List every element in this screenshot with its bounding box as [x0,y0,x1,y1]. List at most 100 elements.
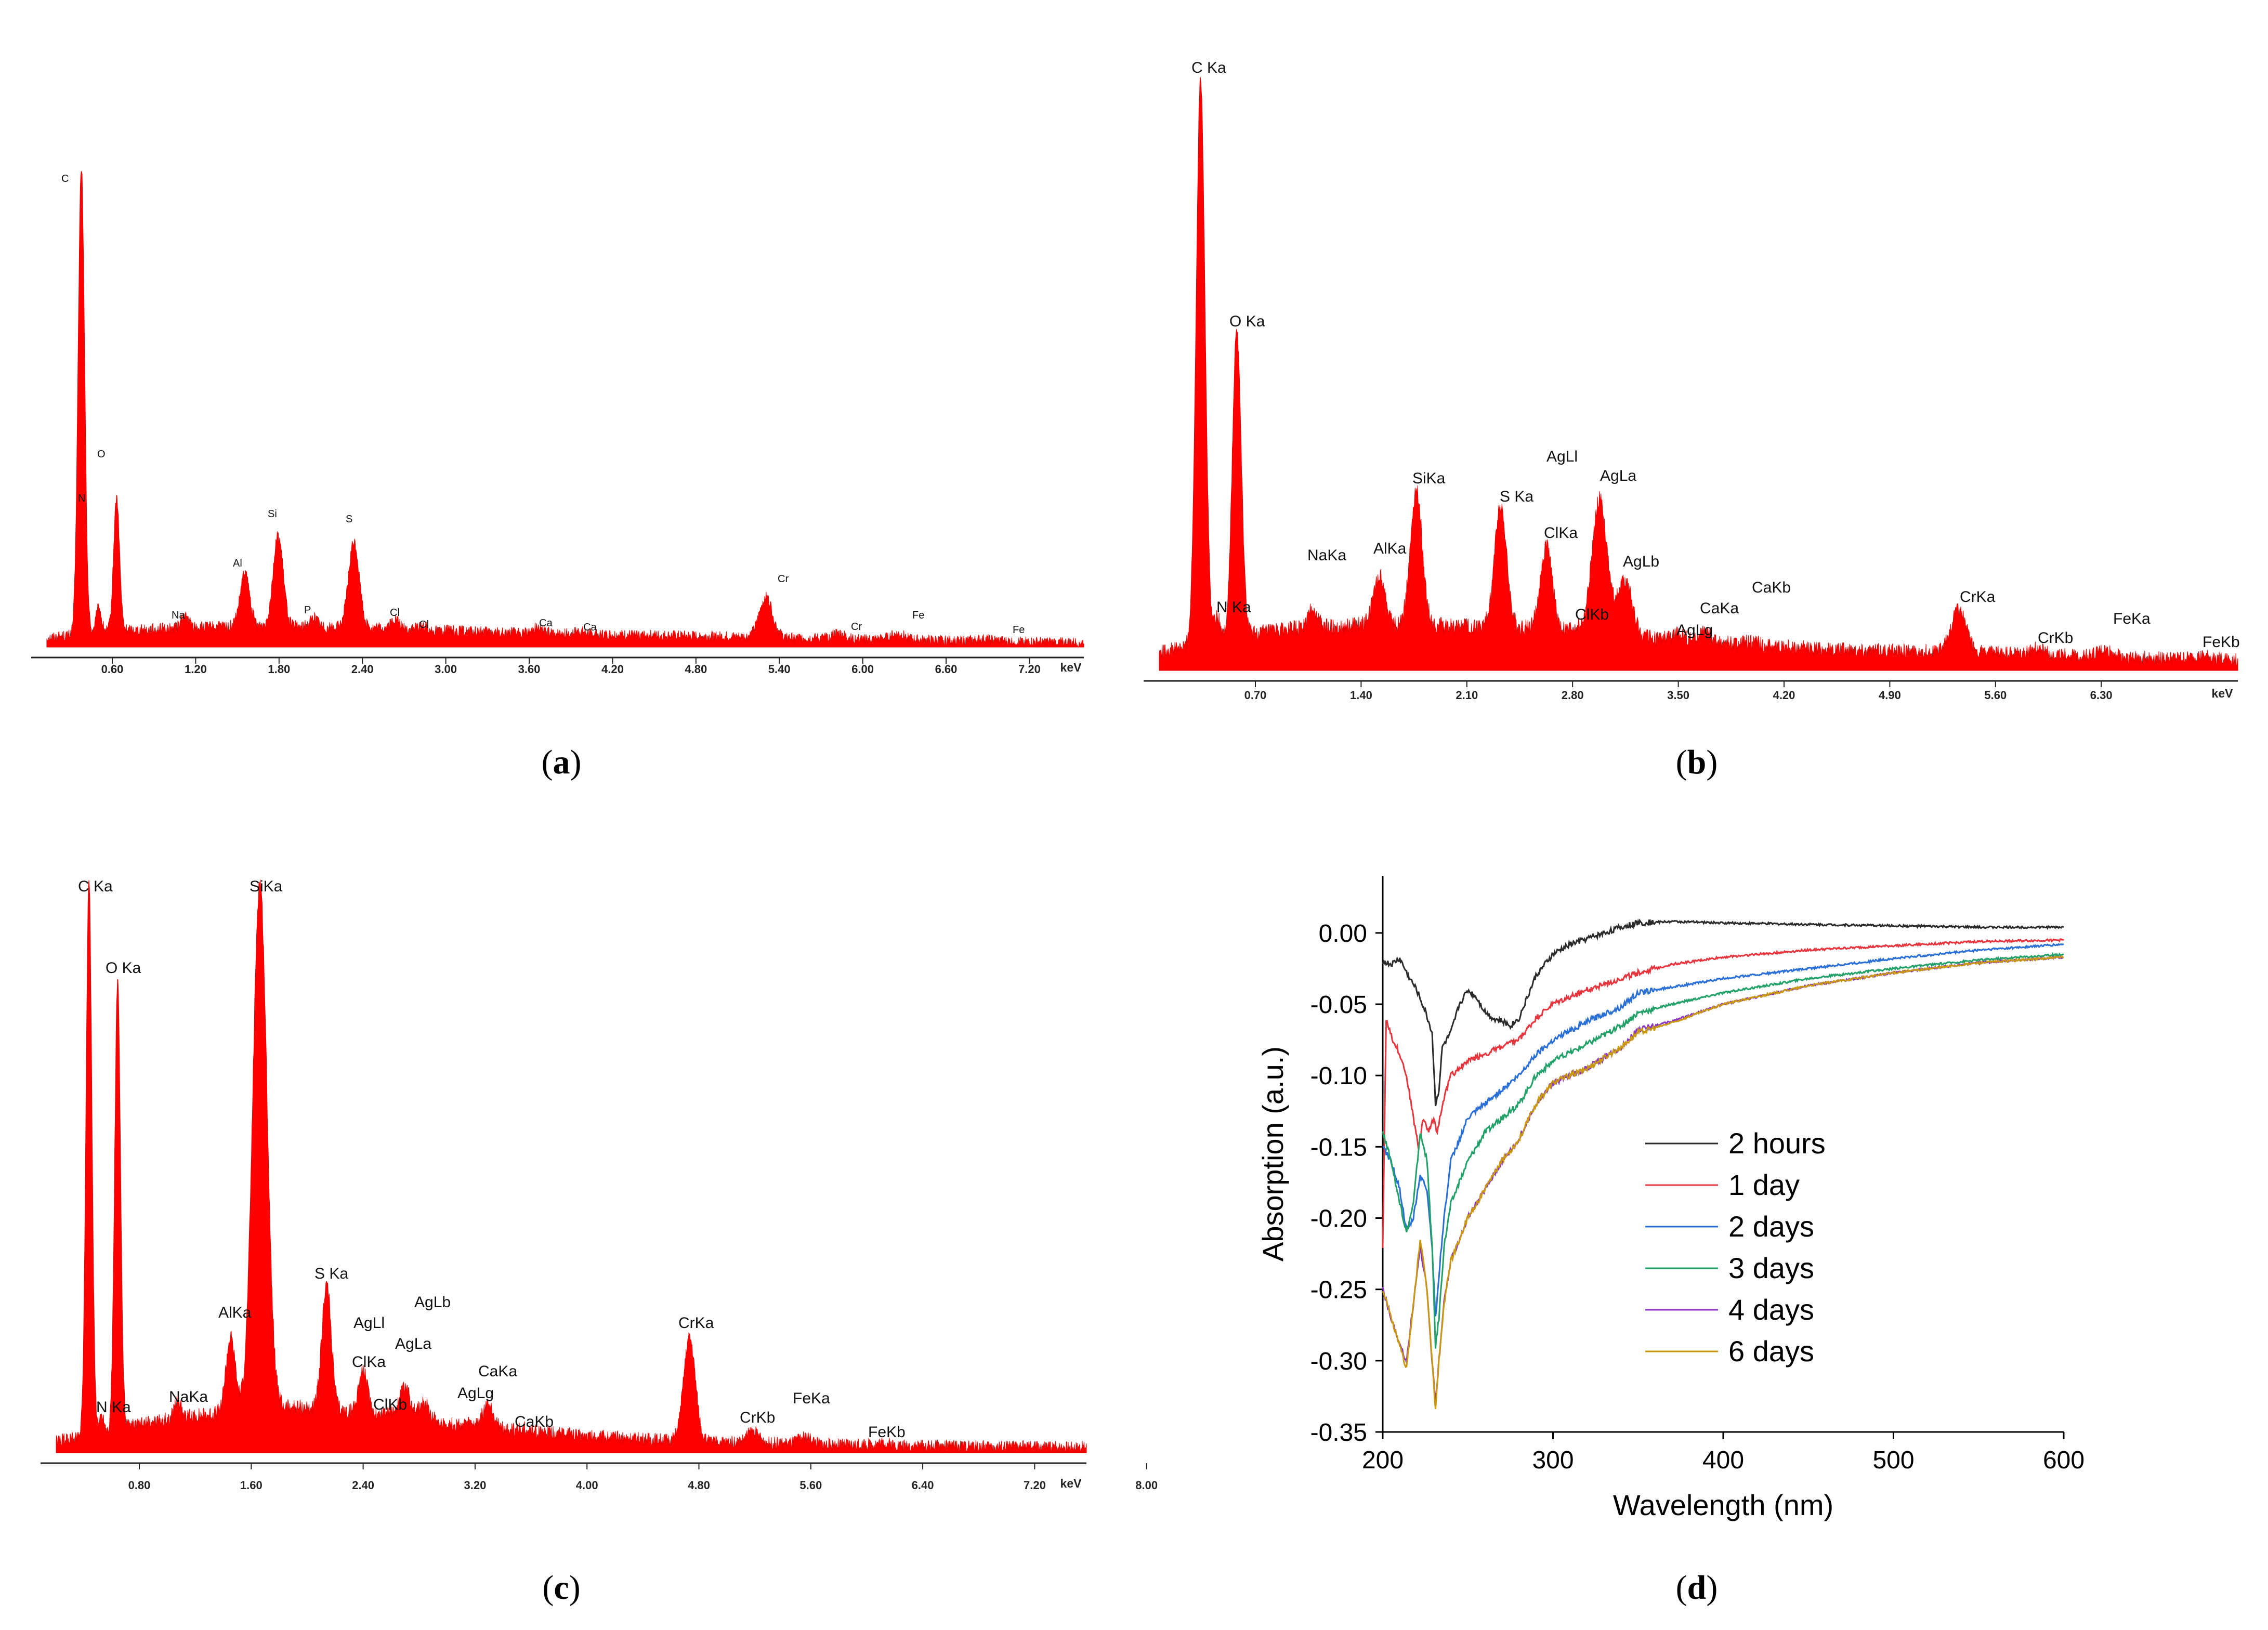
peak-label: CrKb [740,1409,775,1426]
peak-label: AgLg [457,1385,494,1402]
x-tick-label: 600 [2043,1447,2085,1474]
panel-a-caption-letter: a [553,743,570,781]
x-tick-label: 1.40 [1350,689,1372,702]
x-tick-label: 0.80 [128,1479,151,1492]
y-tick-label: -0.05 [1310,991,1367,1019]
x-tick-label: 1.60 [240,1479,263,1492]
peak-label: NaKa [1307,547,1346,564]
peak-label: C [61,173,69,185]
series-line [1382,952,2064,1349]
x-tick-label: 8.00 [1135,1479,1158,1492]
peak-label: AgLl [1546,448,1578,465]
y-tick-label: -0.10 [1310,1062,1367,1090]
legend-label: 4 days [1728,1293,1814,1326]
peak-label: AlKa [1373,540,1407,557]
peak-label: Al [233,558,242,569]
peak-label: CrKa [678,1314,714,1332]
y-tick-label: -0.30 [1310,1348,1367,1375]
peak-label: AgLb [1623,553,1659,570]
peak-label: Cr [851,621,862,633]
peak-label: NaKa [169,1388,208,1405]
x-tick-label: 5.60 [799,1479,822,1492]
peak-label: AgLa [395,1335,431,1352]
x-tick-label: 2.40 [352,1479,374,1492]
x-tick-label: 2.10 [1456,689,1478,702]
peak-label: S [346,514,352,525]
x-tick-label: 4.20 [601,663,624,676]
x-tick-label: 4.20 [1773,689,1795,702]
x-tick-label: 4.90 [1879,689,1901,702]
x-tick-label: 6.00 [851,663,874,676]
peak-label: N Ka [1216,599,1251,616]
x-tick-label: 4.80 [685,663,707,676]
peak-label: Cr [778,573,789,585]
x-tick-label: 300 [1532,1447,1574,1474]
peak-label: Fe [1013,624,1025,636]
peak-label: Ca [583,622,597,633]
peak-label: Fe [912,610,924,621]
peak-label: FeKb [2203,634,2240,651]
peak-label: Cl [419,619,429,630]
peak-label: AlKa [218,1304,252,1321]
peak-label: S Ka [314,1265,348,1282]
panel-b-caption-letter: b [1687,743,1707,781]
x-tick-label: 500 [1872,1447,1914,1474]
legend-label: 2 days [1728,1210,1814,1243]
panel-a-caption: (a) [542,743,582,781]
peak-label: Na [172,610,185,621]
peak-label: CaKa [478,1363,517,1380]
x-axis-unit-label: keV [2212,687,2234,700]
y-tick-label: -0.20 [1310,1205,1367,1233]
peak-label: Ca [539,617,553,629]
peak-label: N [78,493,85,504]
panel-b-eds-spectrum: 0.70 1.40 2.10 2.80 3.50 4.20 4.90 5.60 6.30 keV C… [1144,59,2240,702]
peak-label: O [97,449,106,460]
peak-label: Si [268,508,277,520]
peak-label: ClKa [352,1353,386,1371]
panel-a-eds-spectrum: 0.60 1.20 1.80 2.40 3.00 3.60 4.20 4.80 5.40 6.00… [31,171,1084,676]
x-tick-label: 1.20 [185,663,207,676]
x-axis-unit-label: keV [1060,1477,1082,1490]
peak-label: ClKb [1575,606,1609,623]
peak-label: N Ka [96,1399,131,1416]
x-axis-title: Wavelength (nm) [1613,1489,1833,1521]
panel-c-eds-spectrum: 0.80 1.60 2.40 3.20 4.00 4.80 5.60 6.40 7.20 8.00… [41,878,1158,1492]
x-tick-label: 1.80 [268,663,290,676]
peak-label: CaKb [1752,579,1791,596]
series-line [1382,943,2064,1317]
x-tick-label: 0.60 [101,663,124,676]
peak-label: Cl [390,607,400,619]
spectrum-area [56,879,1087,1453]
peak-label: ClKb [373,1396,407,1413]
peak-label: SiKa [1412,470,1446,487]
peak-label: FeKa [2113,610,2151,627]
peak-label: S Ka [1500,488,1533,505]
x-tick-label: 200 [1362,1447,1404,1474]
x-tick-label: 4.00 [576,1479,598,1492]
x-tick-label: 7.20 [1024,1479,1046,1492]
x-tick-label: 2.80 [1562,689,1584,702]
x-tick-label: 3.20 [464,1479,486,1492]
peak-label: ClKa [1544,524,1578,542]
x-tick-label: 7.20 [1018,663,1041,676]
series-line [1382,918,2065,1107]
peak-label: AgLg [1676,622,1713,639]
series-line [1382,955,2064,1410]
peak-label: AgLa [1600,467,1636,484]
x-tick-label: 0.70 [1244,689,1267,702]
legend-label: 2 hours [1728,1127,1826,1160]
peak-label: FeKa [793,1390,830,1407]
peak-label: CaKa [1700,600,1739,617]
panel-d-absorption-chart: 0.00-0.05-0.10-0.15-0.20-0.25-0.30-0.352… [1256,876,2085,1521]
peak-label: O Ka [1229,313,1265,330]
x-tick-label: 400 [1702,1447,1744,1474]
peak-label: FeKb [868,1424,906,1441]
peak-label: SiKa [250,878,283,895]
peak-label: AgLb [414,1294,451,1311]
panel-c-caption-letter: c [554,1569,569,1607]
x-tick-label: 3.60 [518,663,541,676]
x-tick-label: 5.40 [768,663,791,676]
spectrum-area [46,171,1084,648]
panel-d-caption-letter: d [1687,1569,1707,1607]
